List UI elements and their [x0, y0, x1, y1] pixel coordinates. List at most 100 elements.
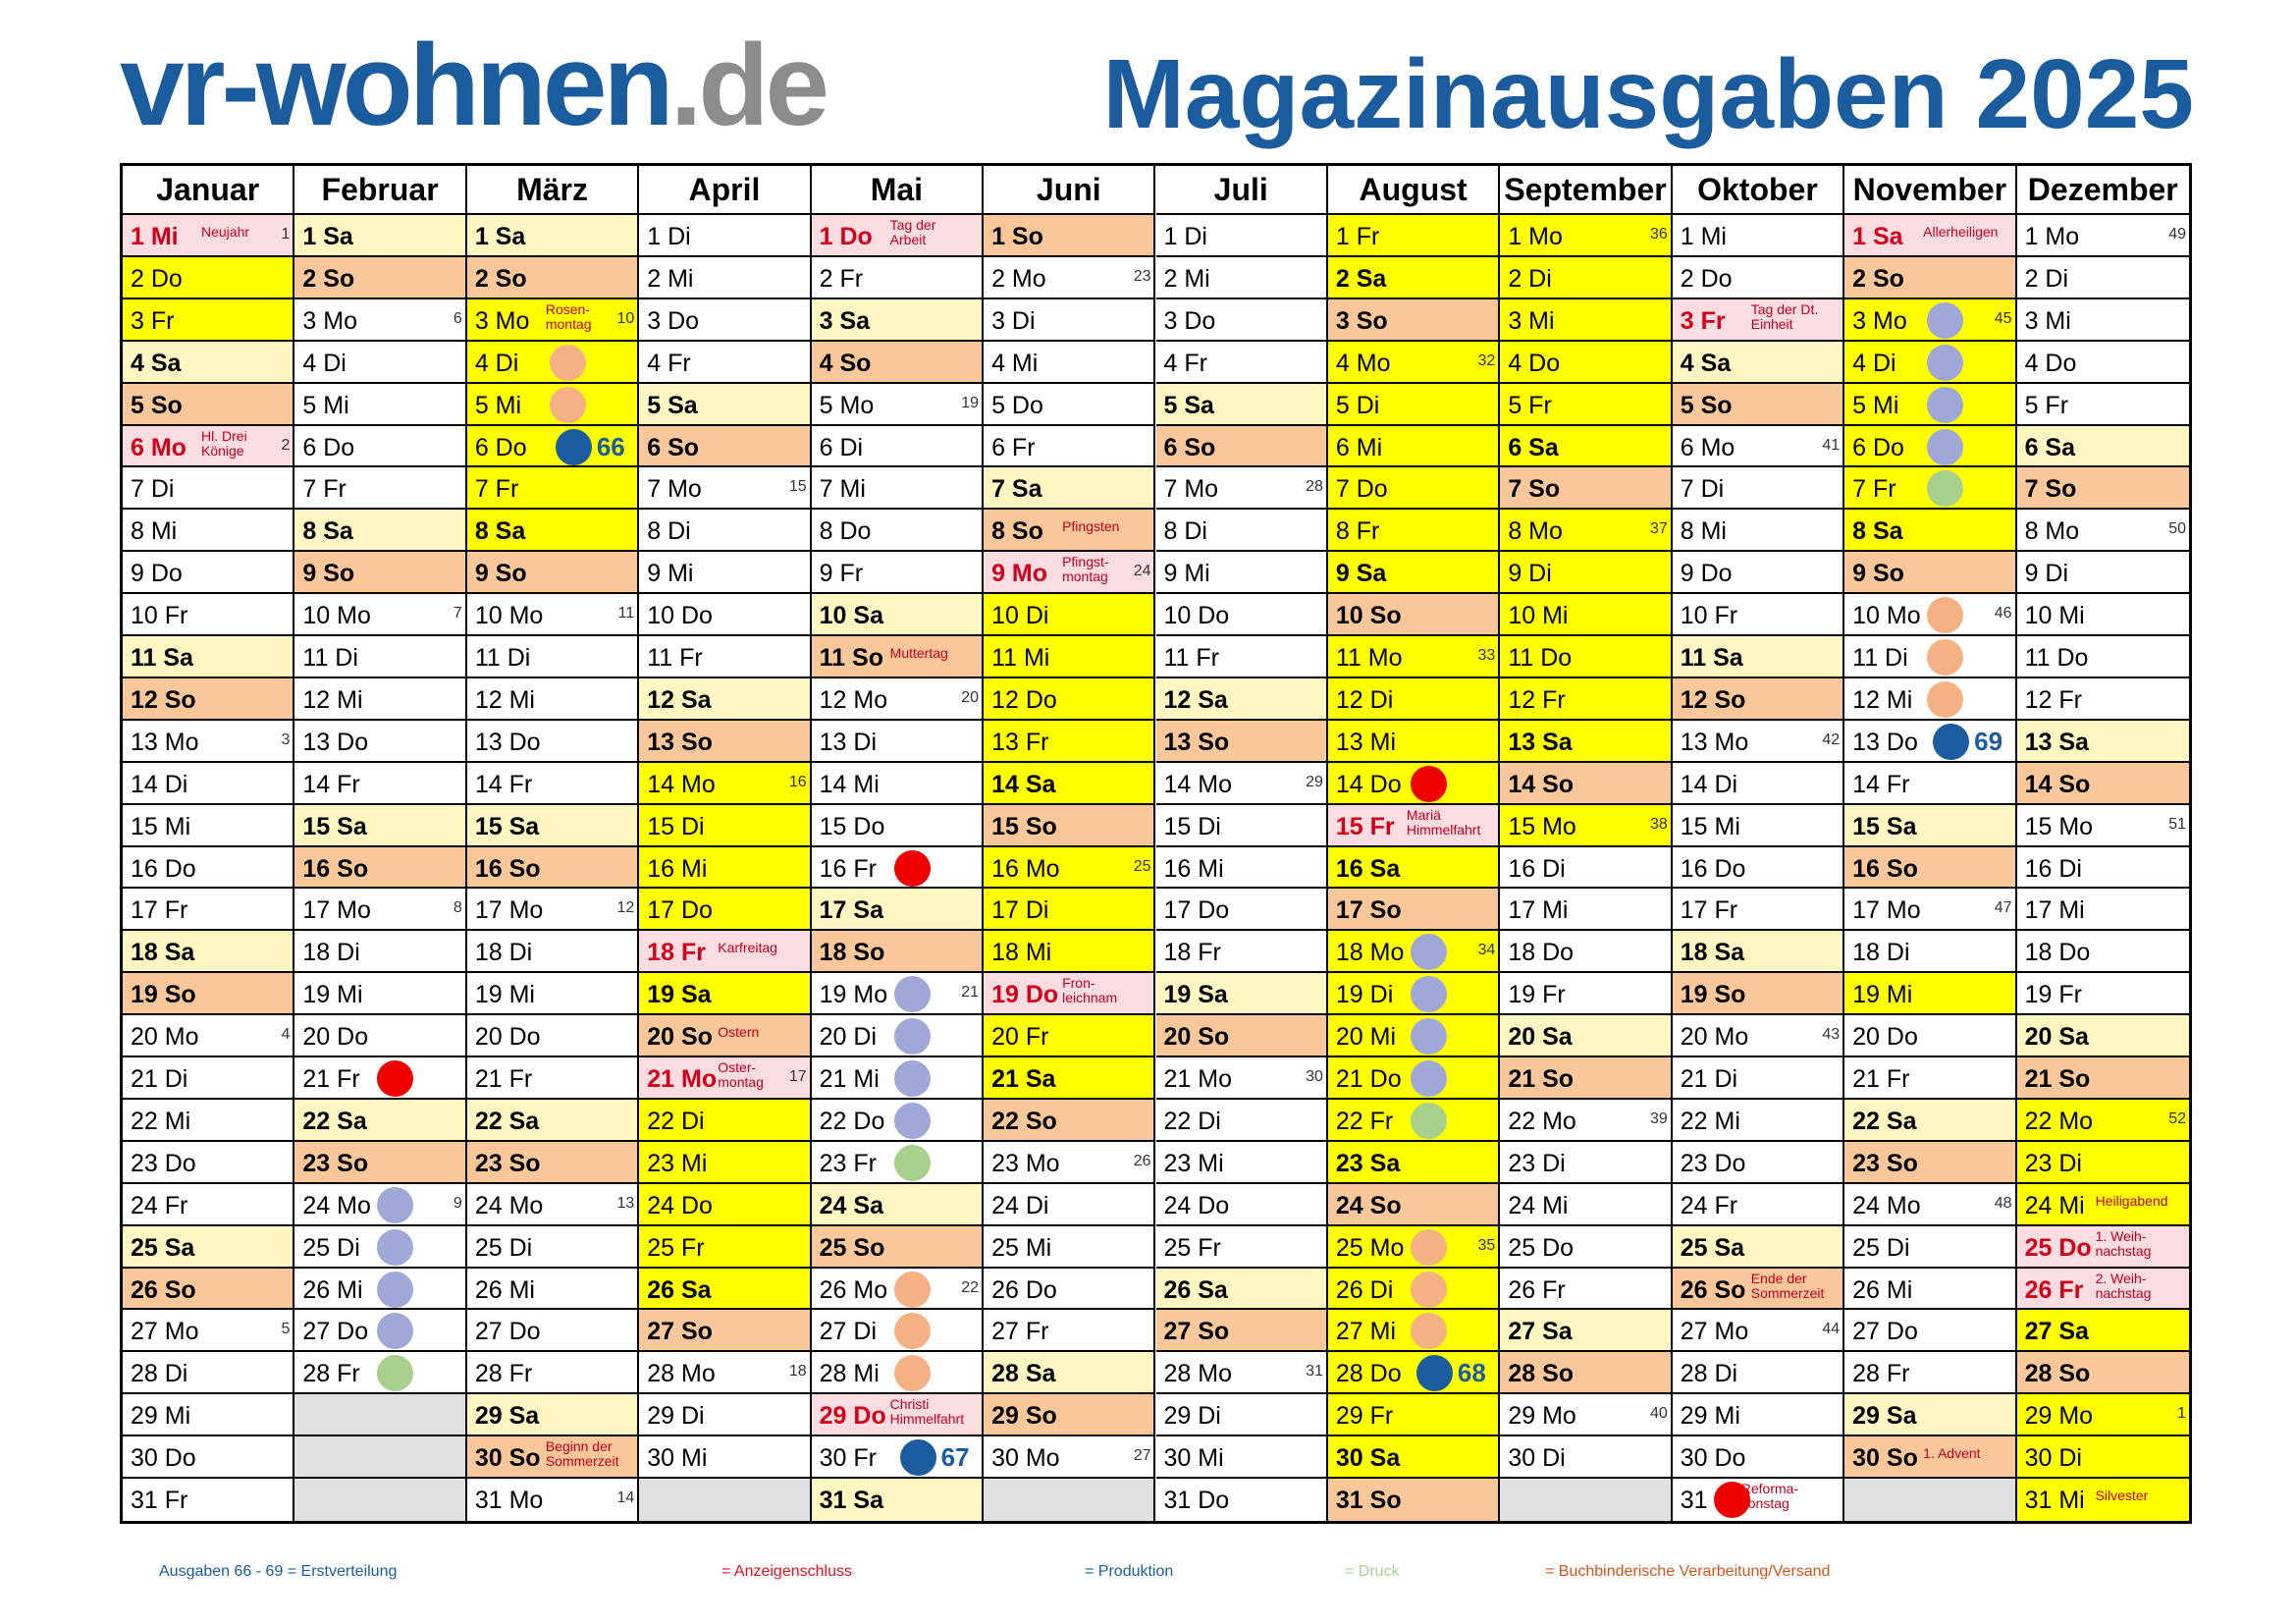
day-label: 3 Mo [1852, 306, 1907, 335]
day-label: 10 Mo [302, 602, 371, 630]
legend-label: Ausgaben 66 - 69 = Erstverteilung [159, 1563, 398, 1580]
day-cell: 29 Sa [1844, 1394, 2017, 1437]
day-label: 8 Sa [302, 517, 353, 546]
day-label: 16 Di [2024, 854, 2082, 883]
day-label: 16 Mi [647, 854, 708, 883]
day-label: 6 So [1163, 433, 1216, 461]
day-cell: 8 Sa [294, 510, 467, 553]
day-cell: 12 Fr [2016, 677, 2189, 721]
day-label: 19 So [1680, 981, 1746, 1009]
day-cell: 14 Sa [984, 762, 1156, 805]
day-cell: 24 Mi [1500, 1183, 1673, 1226]
month-header: Januar [123, 166, 295, 215]
day-cell: 5 So [1672, 383, 1845, 426]
day-label: 12 Mi [302, 685, 363, 714]
day-cell: 24 Di [984, 1183, 1156, 1226]
day-cell: 31 Mo 14 [466, 1479, 640, 1521]
day-label: 13 Mi [1335, 728, 1397, 756]
day-cell: 20 Do [1844, 1015, 2017, 1058]
day-label: 30 Mi [647, 1444, 708, 1473]
day-label: 13 So [1163, 728, 1230, 756]
day-cell: 29 Mi [123, 1394, 295, 1437]
day-cell: 19 Fr [1500, 973, 1673, 1016]
day-cell: 26 Fr 2. Weih- nachstag [2016, 1268, 2189, 1311]
day-label: 22 Sa [474, 1107, 540, 1135]
day-cell: 14 So [2016, 762, 2189, 805]
day-cell: 25 Di [1844, 1225, 2017, 1269]
day-cell: 2 Di [2016, 256, 2189, 299]
day-label: 9 So [474, 560, 527, 588]
day-cell: 10 Fr [123, 594, 295, 637]
week-number: 8 [453, 899, 462, 917]
day-label: 31 So [1335, 1487, 1402, 1515]
day-label: 16 Fr [819, 854, 878, 883]
day-label: 17 Mi [2024, 896, 2085, 925]
day-label: 11 Sa [131, 644, 193, 673]
day-label: 14 Mo [1163, 770, 1232, 798]
day-cell: 18 So [811, 931, 985, 974]
day-label: 9 Do [131, 560, 183, 588]
day-label: 27 Mo [1680, 1318, 1749, 1346]
week-number: 22 [961, 1278, 980, 1296]
day-cell: 21 Di [123, 1057, 295, 1100]
day-cell: 2 So [466, 256, 640, 299]
month-header: Februar [294, 166, 467, 215]
day-cell: 5 Fr [2016, 383, 2189, 426]
day-cell [1500, 1479, 1673, 1521]
day-label: 20 Sa [2024, 1023, 2089, 1052]
prod-marker-icon [893, 1018, 931, 1056]
day-cell: 21 Mi [811, 1057, 985, 1100]
day-label: 24 Fr [131, 1191, 188, 1219]
day-label: 27 Do [474, 1318, 541, 1346]
prod-marker-icon [377, 1313, 414, 1350]
orange-marker-icon [549, 344, 586, 381]
day-label: 7 Mo [1163, 475, 1219, 504]
day-cell: 21 Mo 30 [1155, 1057, 1328, 1100]
day-cell: 19 Do Fron- leichnam [984, 973, 1156, 1016]
week-number: 32 [1477, 352, 1496, 369]
day-cell: 11 Sa [1672, 636, 1845, 678]
day-label: 16 Mi [1163, 854, 1224, 883]
day-cell: 1 Mi [1672, 215, 1845, 257]
day-cell: 29 Sa [466, 1394, 640, 1437]
day-cell: 2 Do [123, 256, 295, 299]
day-label: 5 Di [1335, 391, 1380, 419]
week-number: 46 [1994, 605, 2012, 623]
day-label: 14 Mi [819, 770, 880, 798]
day-cell: 6 Do [1844, 425, 2017, 468]
day-label: 18 Mo [1335, 939, 1405, 967]
day-cell: 19 Sa [1155, 973, 1328, 1016]
prod-marker-icon [1410, 934, 1447, 971]
week-number: 28 [1306, 478, 1323, 496]
day-label: 26 So [131, 1275, 196, 1304]
day-cell: 14 So [1500, 762, 1673, 805]
holiday-note: Ostern [718, 1024, 760, 1041]
day-label: 28 So [2024, 1360, 2091, 1388]
day-cell: 8 Di [1155, 510, 1328, 553]
page-title: Magazinausgaben 2025 [1102, 39, 2194, 149]
day-cell: 11 Di [1844, 636, 2017, 678]
day-cell: 11 Di [466, 636, 640, 678]
day-cell: 9 Do [123, 552, 295, 595]
day-label: 5 Mi [474, 391, 522, 419]
day-cell: 12 Mi [1844, 677, 2017, 721]
day-label: 8 Di [1163, 517, 1207, 546]
day-label: 29 Fr [1335, 1402, 1394, 1431]
day-label: 24 So [1335, 1191, 1402, 1219]
day-cell: 5 Mo 19 [811, 383, 985, 426]
day-cell: 19 Sa [639, 973, 812, 1016]
day-cell: 6 Fr [984, 425, 1156, 468]
week-number: 13 [616, 1194, 635, 1212]
day-cell: 23 Di [2016, 1141, 2189, 1184]
day-label: 12 Fr [1508, 685, 1566, 714]
day-cell: 14 Do [1327, 762, 1501, 805]
day-cell: 12 So [123, 677, 295, 721]
day-cell [639, 1479, 812, 1521]
day-label: 11 Di [302, 644, 358, 673]
day-label: 8 Sa [474, 517, 526, 546]
red-marker-icon [377, 1060, 414, 1098]
day-cell: 6 Do 66 [466, 425, 640, 468]
day-cell: 30 Mo 27 [984, 1436, 1156, 1480]
day-cell: 29 Di [1155, 1394, 1328, 1437]
day-label: 1 Di [647, 223, 691, 250]
